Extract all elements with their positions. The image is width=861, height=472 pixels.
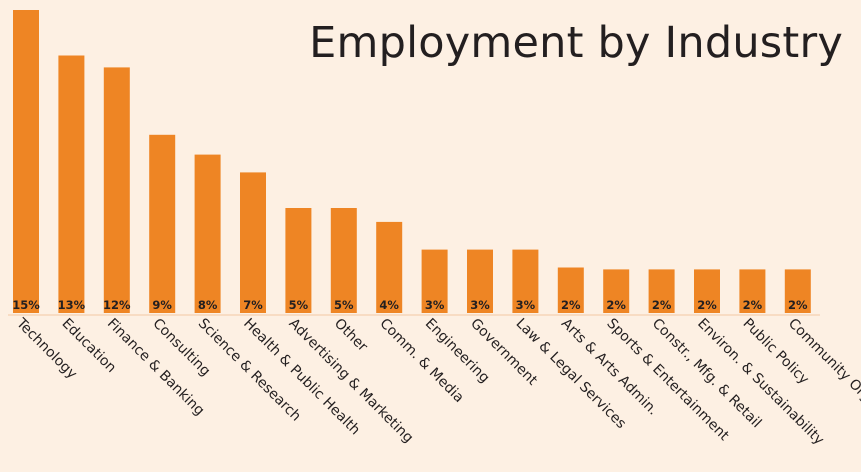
bar — [103, 67, 130, 314]
data-label: 2% — [743, 298, 763, 312]
data-label: 2% — [697, 298, 717, 312]
data-label: 4% — [379, 298, 399, 312]
tick-label: Other — [331, 316, 371, 356]
bar — [330, 208, 357, 313]
data-label: 8% — [198, 298, 218, 312]
data-label: 5% — [334, 298, 354, 312]
tick-label: Comm. & Media — [376, 316, 466, 406]
bar — [13, 10, 39, 313]
bar — [149, 134, 176, 313]
chart-title: Employment by Industry — [309, 18, 843, 68]
data-label: 2% — [561, 298, 581, 312]
bar — [603, 269, 630, 313]
data-label: 3% — [470, 298, 490, 312]
bar — [285, 208, 312, 313]
bar — [58, 55, 85, 313]
data-label: 12% — [103, 298, 131, 312]
bar — [194, 154, 221, 313]
data-label: 2% — [606, 298, 626, 312]
data-label: 3% — [425, 298, 445, 312]
bar — [648, 269, 675, 313]
data-label: 3% — [516, 298, 536, 312]
data-label: 5% — [289, 298, 309, 312]
bar — [421, 249, 448, 313]
bar — [512, 249, 539, 313]
data-label: 9% — [152, 298, 172, 312]
data-label: 2% — [652, 298, 672, 312]
data-label: 7% — [243, 298, 263, 312]
bar — [784, 269, 811, 313]
data-label: 13% — [58, 298, 86, 312]
bar — [467, 249, 493, 313]
bar — [240, 172, 266, 313]
bar — [694, 269, 720, 313]
data-label: 2% — [788, 298, 808, 312]
data-label: 15% — [12, 298, 40, 312]
bar — [739, 269, 766, 313]
bar — [557, 267, 584, 313]
bar — [376, 221, 403, 313]
